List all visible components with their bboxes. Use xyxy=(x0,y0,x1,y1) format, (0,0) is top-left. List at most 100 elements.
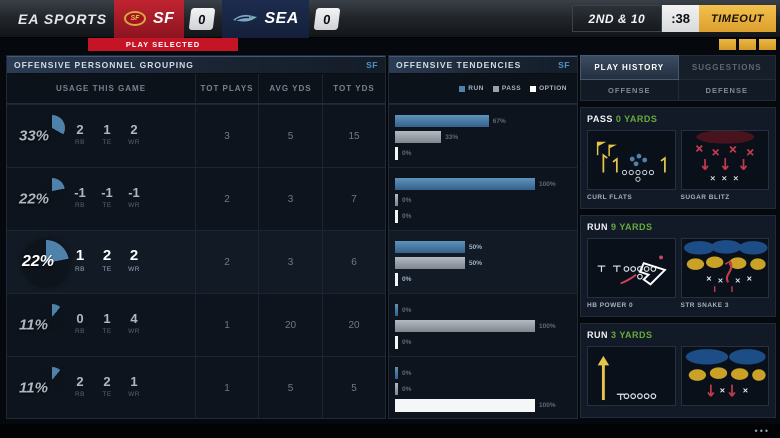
option-bar xyxy=(395,272,398,286)
play-card-run-left[interactable] xyxy=(587,346,676,406)
tab-suggestions[interactable]: SUGGESTIONS xyxy=(678,55,776,80)
personnel-row[interactable]: 11% 0 RB 1 TE 4 WR 1 20 20 xyxy=(7,293,385,356)
rb-label: RB xyxy=(74,328,86,336)
pass-bar-label: 0% xyxy=(402,196,412,204)
usage-cell: 33% 2 RB 1 TE 2 WR xyxy=(7,105,195,167)
pass-bar-label: 0% xyxy=(402,385,412,393)
pass-bar-label: 33% xyxy=(445,133,459,141)
te-count: 2 xyxy=(103,374,111,390)
wr-count: 2 xyxy=(129,246,139,264)
tendency-group: 0% 0% 100% xyxy=(389,356,577,419)
column-tot-plays: TOT PLAYS xyxy=(195,74,258,103)
play-history-section: RUN 3 YARDS xyxy=(580,323,776,418)
tab-play-history[interactable]: PLAY HISTORY xyxy=(580,55,679,80)
subtab-offense[interactable]: OFFENSE xyxy=(608,85,651,95)
play-diagram-curl-flats xyxy=(596,141,666,182)
section-header: RUN 9 YARDS xyxy=(587,222,769,232)
run-bar-label: 50% xyxy=(469,243,483,251)
usage-percent: 22% xyxy=(19,190,50,208)
footer-bar: ••• xyxy=(0,424,780,438)
play-clock: :38 xyxy=(662,5,699,32)
home-team-abbr: SF xyxy=(153,9,175,27)
wr-label: WR xyxy=(128,391,140,399)
personnel-row[interactable]: 11% 2 RB 2 TE 1 WR 1 5 5 xyxy=(7,356,385,419)
rb-label: RB xyxy=(74,391,86,399)
timeout-pip xyxy=(739,39,756,50)
avg-yds-value: 5 xyxy=(258,105,322,167)
play-card-sugar-blitz[interactable] xyxy=(680,130,769,190)
te-label: TE xyxy=(102,328,112,336)
wr-label: WR xyxy=(128,202,140,210)
option-bar-label: 0% xyxy=(402,338,412,346)
run-bar xyxy=(395,367,398,379)
personnel-row[interactable]: 22% -1 RB -1 TE -1 WR 2 3 7 xyxy=(7,167,385,230)
te-label: TE xyxy=(102,139,112,147)
play-diagram-hb-power-0 xyxy=(597,255,667,286)
timeout-pips xyxy=(719,39,776,50)
right-panel-tabs: PLAY HISTORY SUGGESTIONS xyxy=(580,55,776,80)
usage-percent: 11% xyxy=(19,379,48,397)
down-distance: 2ND & 10 xyxy=(571,5,663,32)
usage-percent: 22% xyxy=(22,253,55,270)
play-diagram-defense-zone xyxy=(685,349,766,397)
subtab-defense[interactable]: DEFENSE xyxy=(677,80,776,100)
rb-count: 2 xyxy=(76,374,84,390)
home-score: 0 xyxy=(189,7,216,30)
offensive-tendencies-panel: OFFENSIVE TENDENCIES SF RUN PASS OPTION … xyxy=(388,55,578,419)
pass-bar xyxy=(395,383,398,395)
away-team-abbr: SEA xyxy=(264,9,299,27)
timeout-button[interactable]: TIMEOUT xyxy=(699,5,776,32)
play-name: STR SNAKE 3 xyxy=(680,302,729,309)
tendencies-legend: RUN PASS OPTION xyxy=(389,74,577,104)
pass-bar xyxy=(395,131,442,143)
play-card-str-snake-3[interactable] xyxy=(680,238,769,298)
play-name: SUGAR BLITZ xyxy=(680,194,730,201)
play-diagram-run-arrow xyxy=(597,355,657,401)
te-count: 1 xyxy=(103,311,111,327)
tot-yds-value: 20 xyxy=(322,294,385,356)
timeout-pip xyxy=(719,39,736,50)
run-bar-label: 100% xyxy=(539,180,556,188)
usage-cell: 22% 1 RB 2 TE 2 WR xyxy=(7,231,195,293)
play-name: CURL FLATS xyxy=(587,194,633,201)
usage-cell: 11% 2 RB 2 TE 1 WR xyxy=(7,357,195,419)
tendency-group: 0% 100% 0% xyxy=(389,293,577,356)
more-options-icon[interactable]: ••• xyxy=(754,425,770,436)
play-history-section: RUN 9 YARDS xyxy=(580,215,776,317)
rb-count: 2 xyxy=(76,122,84,138)
rb-label: RB xyxy=(74,139,86,147)
scoreboard: EA SPORTS SF SF 0 SEA 0 2ND & 10 :38 TIM… xyxy=(0,0,780,38)
play-diagram-str-snake-3 xyxy=(683,240,768,293)
te-label: TE xyxy=(102,202,112,210)
49ers-logo-icon: SF xyxy=(124,11,146,26)
option-bar-label: 0% xyxy=(402,212,412,220)
wr-count: 2 xyxy=(130,122,138,138)
wr-label: WR xyxy=(128,139,140,147)
option-bar-label: 0% xyxy=(402,275,412,283)
pass-swatch-icon xyxy=(492,85,499,92)
avg-yds-value: 3 xyxy=(258,168,322,230)
play-card-defense-right[interactable] xyxy=(680,346,769,406)
avg-yds-value: 3 xyxy=(258,231,322,293)
usage-cell: 22% -1 RB -1 TE -1 WR xyxy=(7,168,195,230)
tendency-group: 100% 0% 0% xyxy=(389,167,577,230)
ea-sports-logo: EA SPORTS xyxy=(18,10,108,27)
pass-bar xyxy=(395,320,535,332)
pass-bar xyxy=(395,257,465,269)
tendencies-team-tag: SF xyxy=(558,60,570,70)
run-bar-label: 0% xyxy=(402,369,412,377)
personnel-row-selected[interactable]: 22% 1 RB 2 TE 2 WR 2 3 6 xyxy=(7,230,385,293)
play-card-curl-flats[interactable] xyxy=(587,130,676,190)
tot-plays-value: 2 xyxy=(195,168,258,230)
play-card-hb-power-0[interactable] xyxy=(587,238,676,298)
usage-pie-icon xyxy=(39,178,65,204)
pass-bar xyxy=(395,194,398,206)
play-history-section: PASS 0 YARDS xyxy=(580,107,776,209)
usage-pie-icon xyxy=(39,115,65,141)
play-result: 3 YARDS xyxy=(611,330,653,340)
usage-percent: 11% xyxy=(19,316,48,334)
usage-percent: 33% xyxy=(19,127,50,145)
personnel-row[interactable]: 33% 2 RB 1 TE 2 WR 3 5 15 xyxy=(7,104,385,167)
tendency-group: 67% 33% 0% xyxy=(389,104,577,167)
play-result: 0 YARDS xyxy=(615,114,658,124)
